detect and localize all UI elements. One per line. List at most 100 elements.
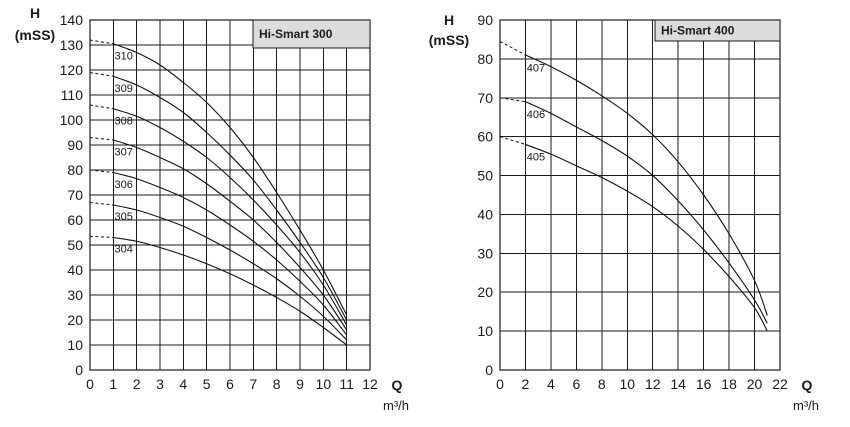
- series-306: 306: [89, 169, 348, 336]
- x-tick-label: 10: [316, 376, 332, 392]
- y-axis-title: H: [30, 5, 40, 21]
- series-label-405: 405: [527, 151, 545, 163]
- series-line-309: [113, 75, 348, 321]
- series-label-306: 306: [115, 179, 133, 191]
- series-label-304: 304: [115, 243, 133, 255]
- x-tick-label: 16: [696, 376, 712, 392]
- y-tick-label: 0: [485, 362, 493, 378]
- chart-title: Hi-Smart 400: [661, 24, 735, 38]
- y-tick-label: 50: [477, 168, 493, 184]
- y-tick-label: 70: [67, 187, 83, 203]
- x-tick-label: 6: [572, 376, 580, 392]
- x-tick-label: 3: [156, 376, 164, 392]
- series-line-307: [113, 139, 348, 331]
- grid: [89, 19, 371, 371]
- series-line-406: [525, 101, 768, 324]
- series-304: 304: [89, 235, 348, 346]
- series-label-307: 307: [115, 147, 133, 159]
- x-tick-label: 4: [547, 376, 555, 392]
- y-tick-label: 70: [477, 90, 493, 106]
- series-extension-310: [89, 39, 114, 45]
- y-tick-label: 10: [67, 337, 83, 353]
- x-tick-label: 12: [645, 376, 661, 392]
- y-tick-label: 90: [477, 12, 493, 28]
- y-tick-label: 140: [60, 12, 84, 28]
- y-tick-label: 60: [67, 212, 83, 228]
- y-tick-label: 30: [477, 245, 493, 261]
- y-tick-label: 0: [75, 362, 83, 378]
- y-tick-label: 100: [60, 112, 84, 128]
- x-tick-label: 5: [203, 376, 211, 392]
- series-extension-305: [89, 202, 114, 206]
- x-axis-title: Q: [392, 377, 403, 393]
- series-label-305: 305: [115, 211, 133, 223]
- x-tick-label: 1: [109, 376, 117, 392]
- x-axis-unit: m³/h: [793, 398, 819, 413]
- series-305: 305: [89, 202, 348, 341]
- y-axis-unit: (mSS): [15, 27, 55, 43]
- x-tick-label: 4: [179, 376, 187, 392]
- x-tick-label: 12: [362, 376, 378, 392]
- y-axis-unit: (mSS): [429, 32, 469, 48]
- series-line-306: [113, 171, 348, 336]
- x-tick-label: 11: [339, 376, 354, 392]
- series-line-310: [113, 43, 348, 316]
- x-tick-label: 18: [721, 376, 737, 392]
- x-tick-label: 2: [133, 376, 141, 392]
- series-407: 407: [499, 40, 768, 316]
- y-axis-title: H: [444, 12, 454, 28]
- series-label-310: 310: [115, 51, 133, 63]
- series-extension-407: [499, 40, 526, 56]
- series-extension-405: [499, 136, 526, 145]
- y-tick-label: 110: [61, 87, 84, 103]
- series-label-407: 407: [527, 62, 545, 74]
- chart-title-box: [654, 19, 781, 42]
- series-extension-308: [89, 104, 114, 110]
- plot-frame: [89, 19, 371, 371]
- y-tick-label: 40: [67, 262, 83, 278]
- y-tick-label: 10: [477, 323, 493, 339]
- series-extension-309: [89, 72, 114, 77]
- series-308: 308: [89, 104, 348, 326]
- y-tick-label: 20: [67, 312, 83, 328]
- chart-title: Hi-Smart 300: [259, 27, 333, 41]
- y-tick-label: 40: [477, 206, 493, 222]
- x-tick-label: 14: [670, 376, 686, 392]
- y-tick-label: 20: [477, 284, 493, 300]
- y-tick-label: 50: [67, 237, 83, 253]
- x-tick-label: 2: [522, 376, 530, 392]
- series-line-305: [113, 204, 348, 341]
- series-label-308: 308: [115, 115, 133, 127]
- series-line-407: [525, 54, 768, 316]
- series-line-308: [113, 108, 348, 326]
- x-tick-label: 8: [598, 376, 606, 392]
- plot-frame: [499, 19, 781, 371]
- series-extension-406: [499, 97, 526, 103]
- chart-panel-1: 0 1 2 3 4 5 6 7 8 9 10 11 12010203040506070809010011…: [15, 5, 409, 413]
- chart-title-box: [252, 19, 371, 49]
- series-307: 307: [89, 137, 348, 331]
- series-label-309: 309: [115, 83, 133, 95]
- series-309: 309: [89, 72, 348, 321]
- x-tick-label: 10: [619, 376, 635, 392]
- y-tick-label: 90: [67, 137, 83, 153]
- x-tick-label: 22: [772, 376, 788, 392]
- series-extension-307: [89, 137, 114, 141]
- series-line-304: [113, 236, 348, 346]
- x-tick-label: 0: [86, 376, 94, 392]
- series-406: 406: [499, 97, 768, 324]
- x-tick-label: 0: [496, 376, 504, 392]
- y-tick-label: 30: [67, 287, 83, 303]
- y-tick-label: 130: [60, 37, 84, 53]
- x-tick-label: 20: [747, 376, 763, 392]
- y-tick-label: 80: [67, 162, 83, 178]
- series-line-405: [525, 143, 768, 332]
- series-310: 310: [89, 39, 348, 316]
- y-tick-label: 60: [477, 129, 493, 145]
- series-extension-306: [89, 169, 114, 173]
- x-axis-title: Q: [802, 377, 813, 393]
- x-tick-label: 9: [296, 376, 304, 392]
- series-label-406: 406: [527, 109, 545, 121]
- y-tick-label: 80: [477, 51, 493, 67]
